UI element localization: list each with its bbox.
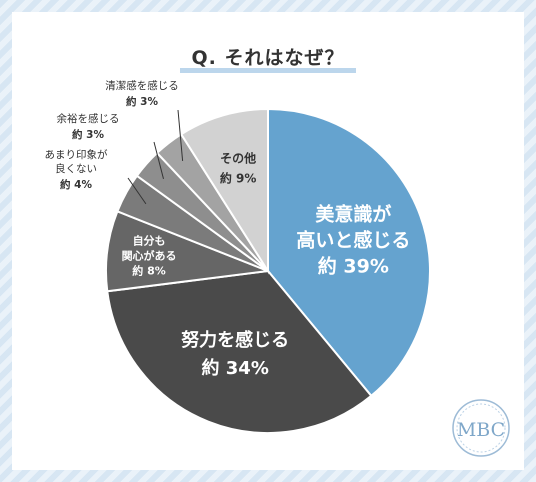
leader-line: [153, 141, 164, 179]
slice-label: 高いと感じる: [296, 229, 410, 252]
slice-value-label: 約 3%: [72, 128, 104, 141]
slice-label: 美意識が: [315, 203, 391, 226]
slice-value-label: 約 34%: [202, 357, 269, 379]
slice-label: 清潔感を感じる: [105, 79, 179, 92]
logo-text: MBC: [457, 419, 505, 441]
pie-slice: [267, 107, 431, 398]
pie-slice: [106, 269, 373, 434]
slice-label: 自分も: [133, 234, 166, 248]
slice-label: 努力を感じる: [181, 329, 289, 351]
slice-value-label: 約 4%: [60, 178, 92, 191]
slice-label: 余裕を感じる: [57, 112, 120, 125]
mbc-logo: MBC: [452, 399, 510, 457]
slice-value-label: 約 39%: [318, 255, 389, 278]
slice-label: あまり印象が: [45, 148, 108, 161]
slice-label: その他: [220, 150, 256, 165]
slice-value-label: 約 9%: [220, 170, 257, 185]
slice-value-label: 約 8%: [132, 264, 166, 278]
slice-label: 良くない: [55, 162, 97, 175]
chart-title: Q. それはなぜ？: [191, 47, 345, 69]
title-underline: [180, 68, 356, 73]
slice-value-label: 約 3%: [126, 95, 158, 108]
leader-line: [127, 177, 147, 205]
pie-slice: [179, 107, 269, 275]
leader-line: [177, 109, 184, 161]
slice-label: 関心がある: [122, 249, 177, 263]
